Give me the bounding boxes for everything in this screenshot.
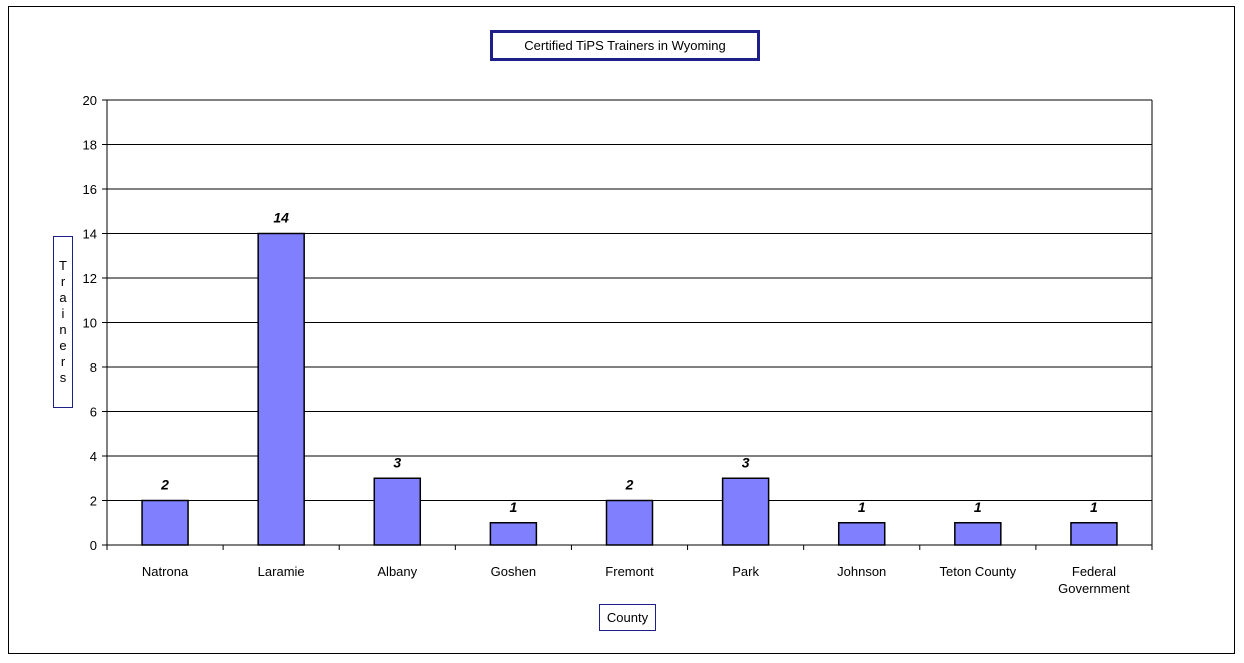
bar	[954, 522, 1002, 546]
chart-frame	[8, 6, 1235, 654]
bar	[721, 477, 770, 546]
data-label: 1	[509, 499, 517, 515]
y-tick-label: 16	[83, 182, 97, 197]
y-tick-label: 14	[83, 227, 97, 242]
bar	[605, 499, 654, 546]
x-tick-label: Goshen	[491, 564, 537, 579]
chart-title-box: Certified TiPS Trainers in Wyoming	[490, 30, 760, 61]
y-tick-label: 0	[90, 538, 97, 553]
bar	[373, 477, 422, 546]
y-tick-label: 4	[90, 449, 97, 464]
y-axis-title: Trainers	[55, 258, 71, 386]
x-tick-label: Natrona	[142, 564, 189, 579]
x-tick-label: Fremont	[605, 564, 654, 579]
bar	[257, 232, 305, 546]
y-tick-label: 20	[83, 93, 97, 108]
x-axis-title-box: County	[599, 604, 656, 631]
y-tick-label: 18	[83, 138, 97, 153]
y-tick-label: 8	[90, 360, 97, 375]
data-label: 1	[974, 499, 982, 515]
data-label: 3	[393, 454, 401, 470]
y-tick-label: 6	[90, 405, 97, 420]
bar	[141, 499, 189, 546]
bar	[489, 522, 538, 546]
bar	[1070, 522, 1118, 546]
x-tick-label: Johnson	[837, 564, 886, 579]
bar	[837, 522, 886, 546]
labels: 024681012141618202Natrona14Laramie3Alban…	[83, 93, 1131, 596]
x-tick-label: Teton County	[940, 564, 1017, 579]
chart-title: Certified TiPS Trainers in Wyoming	[524, 38, 726, 53]
data-label: 1	[1090, 499, 1098, 515]
x-tick-label: Federal Government	[1058, 564, 1130, 596]
y-axis-title-box: Trainers	[53, 236, 73, 408]
axes	[102, 99, 1153, 550]
x-tick-label: Laramie	[258, 564, 305, 579]
x-axis-title: County	[606, 610, 649, 625]
y-tick-label: 2	[90, 494, 97, 509]
data-label: 2	[625, 477, 634, 493]
data-label: 3	[742, 454, 750, 470]
data-label: 2	[160, 477, 169, 493]
data-label: 14	[273, 210, 289, 226]
x-tick-label: Park	[732, 564, 759, 579]
y-tick-label: 12	[83, 271, 97, 286]
bars	[141, 232, 1118, 546]
data-label: 1	[858, 499, 866, 515]
x-tick-label: Albany	[377, 564, 417, 579]
y-tick-label: 10	[83, 316, 97, 331]
